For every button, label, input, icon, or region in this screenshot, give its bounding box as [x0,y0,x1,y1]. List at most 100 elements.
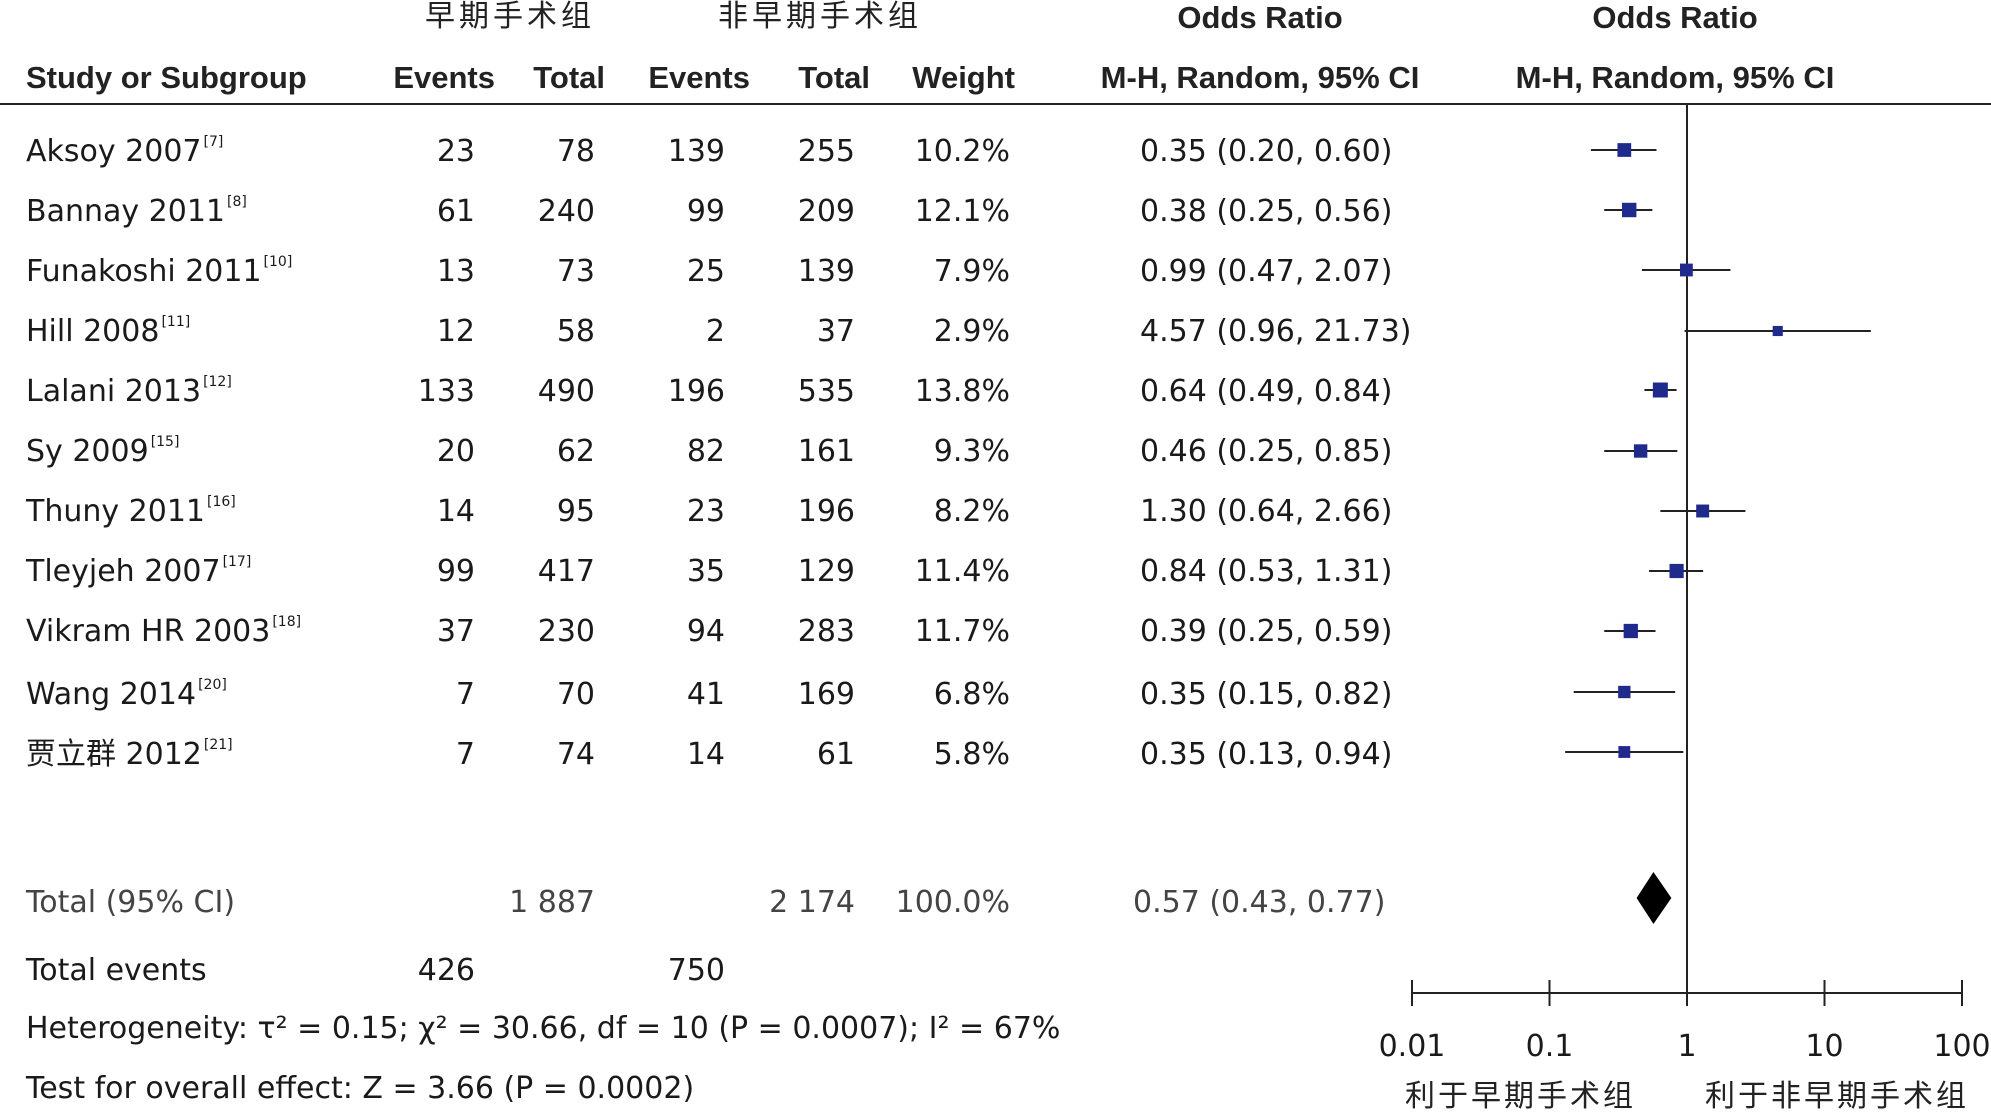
study-marker [1623,623,1638,639]
study-reference: [7] [203,134,224,150]
ci-cell: 0.39 (0.25, 0.59) [1140,614,1393,649]
total1-cell: 490 [537,374,595,409]
total-events2: 750 [667,953,725,988]
ci-cell: 0.38 (0.25, 0.56) [1140,194,1393,229]
study-name: Vikram HR 2003 [18] [26,614,302,649]
total1-cell: 74 [556,737,595,772]
study-marker [1622,202,1637,218]
study-reference: [11] [161,314,191,330]
study-marker [1669,563,1684,579]
events2-cell: 94 [686,614,725,649]
total1-cell: 417 [537,554,595,589]
weight-cell: 10.2% [914,134,1010,169]
study-name: Wang 2014 [20] [26,677,227,712]
total-ci: 0.57 (0.43, 0.77) [1133,885,1386,920]
study-name: Funakoshi 2011 [10] [26,254,293,289]
heterogeneity-text: Heterogeneity: τ² = 0.15; χ² = 30.66, df… [26,1011,1061,1046]
total2-cell: 283 [797,614,855,649]
x-tick-label: 0.1 [1525,1029,1574,1064]
total1-cell: 73 [556,254,595,289]
events1-cell: 7 [455,737,475,772]
study-reference: [12] [203,374,232,390]
study-name: Hill 2008 [11] [26,314,191,349]
total2-value: 2 174 [769,885,855,920]
weight-cell: 13.8% [914,374,1010,409]
study-name: Tleyjeh 2007 [17] [26,554,252,589]
total-events-label: Total events [26,953,207,988]
ci-cell: 0.35 (0.13, 0.94) [1140,737,1393,772]
total1-cell: 95 [556,494,595,529]
ci-cell: 1.30 (0.64, 2.66) [1140,494,1393,529]
study-reference: [21] [203,737,233,753]
ci-cell: 0.46 (0.25, 0.85) [1140,434,1393,469]
total1-cell: 58 [556,314,595,349]
total2-cell: 196 [797,494,855,529]
total2-cell: 139 [797,254,855,289]
events2-cell: 99 [686,194,725,229]
study-reference: [18] [272,614,302,630]
total2-cell: 37 [816,314,855,349]
total1-cell: 70 [556,677,595,712]
events1-cell: 133 [417,374,475,409]
events1-cell: 13 [436,254,475,289]
ci-cell: 0.84 (0.53, 1.31) [1140,554,1393,589]
x-tick-label: 10 [1805,1029,1844,1064]
events1-cell: 7 [455,677,475,712]
total2-cell: 161 [797,434,855,469]
study-name: Aksoy 2007 [7] [26,134,224,169]
overall-effect-text: Test for overall effect: Z = 3.66 (P = 0… [26,1071,695,1106]
study-name: Bannay 2011 [8] [26,194,247,229]
total2-cell: 255 [797,134,855,169]
study-marker [1652,382,1668,398]
method-text-header: M-H, Random, 95% CI [1100,60,1420,95]
study-marker [1633,444,1648,458]
study-marker [1679,263,1693,277]
weight-cell: 9.3% [933,434,1010,469]
total-label: Total (95% CI) [26,885,236,920]
study-reference: [8] [227,194,247,210]
study-reference: [10] [263,254,293,270]
study-name: Lalani 2013 [12] [26,374,232,409]
study-reference: [15] [150,434,180,450]
events2-cell: 82 [686,434,725,469]
weight-cell: 5.8% [933,737,1010,772]
study-reference: [16] [207,494,236,510]
events1-cell: 12 [436,314,475,349]
study-marker [1618,746,1631,758]
events1-cell: 61 [436,194,475,229]
x-tick-label: 100 [1933,1029,1991,1064]
odds-ratio-plot-header: Odds Ratio [1592,0,1758,35]
study-marker [1618,685,1631,699]
total2-cell: 209 [797,194,855,229]
weight-cell: 11.7% [914,614,1010,649]
axis-left-label: 利于早期手术组 [1405,1079,1636,1114]
study-marker [1696,504,1710,518]
weight-column-header: Weight [912,60,1015,95]
total2-cell: 129 [797,554,855,589]
pooled-diamond [1636,872,1672,924]
weight-cell: 7.9% [933,254,1010,289]
weight-cell: 6.8% [933,677,1010,712]
study-marker [1772,325,1783,337]
weight-cell: 8.2% [933,494,1010,529]
x-tick-label: 0.01 [1378,1029,1446,1064]
events2-cell: 196 [667,374,725,409]
group1-header: 早期手术组 [425,0,595,34]
total1-cell: 230 [537,614,595,649]
events1-cell: 99 [436,554,475,589]
x-tick-label: 1 [1677,1029,1697,1064]
events2-cell: 23 [686,494,725,529]
events1-cell: 23 [436,134,475,169]
total1-value: 1 887 [509,885,595,920]
weight-cell: 2.9% [933,314,1010,349]
study-reference: [17] [222,554,252,570]
header-divider [0,103,1991,105]
total1-cell: 78 [556,134,595,169]
total2-column-header: Total [798,60,870,95]
method-plot-header: M-H, Random, 95% CI [1515,60,1835,95]
ci-cell: 0.35 (0.20, 0.60) [1140,134,1393,169]
study-marker [1617,143,1632,157]
total-events1: 426 [417,953,475,988]
events2-cell: 2 [705,314,725,349]
